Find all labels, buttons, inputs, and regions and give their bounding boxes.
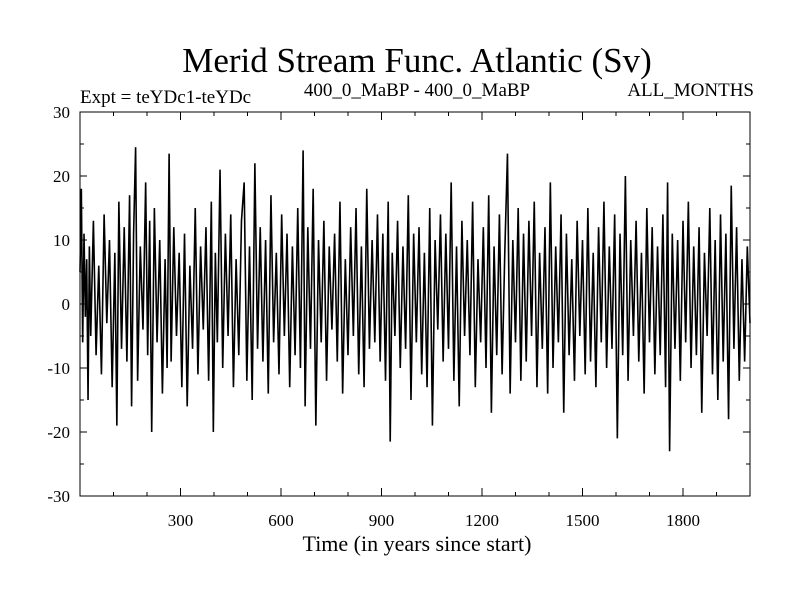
- chart-title: Merid Stream Func. Atlantic (Sv): [182, 41, 652, 80]
- y-tick-label: -30: [47, 487, 70, 506]
- y-tick-label: 10: [53, 231, 70, 250]
- series-line: [79, 147, 751, 452]
- x-tick-label: 1500: [566, 511, 600, 530]
- x-tick-label: 600: [268, 511, 294, 530]
- series-group: [79, 147, 751, 452]
- x-axis: 300 600 900 1200 1500 1800: [113, 112, 717, 530]
- x-tick-label: 900: [369, 511, 395, 530]
- chart-subtitle-right: ALL_MONTHS: [627, 80, 754, 101]
- y-tick-label: -20: [47, 423, 70, 442]
- y-tick-label: 20: [53, 167, 70, 186]
- chart-subtitle-center: 400_0_MaBP - 400_0_MaBP: [304, 80, 530, 101]
- x-tick-label: 300: [168, 511, 194, 530]
- x-axis-label: Time (in years since start): [303, 531, 532, 556]
- x-tick-label: 1200: [465, 511, 499, 530]
- chart-subtitle-left: Expt = teYDc1-teYDc: [80, 87, 251, 108]
- y-tick-label: -10: [47, 359, 70, 378]
- y-tick-label: 0: [62, 295, 71, 314]
- x-tick-label: 1800: [666, 511, 700, 530]
- y-tick-label: 30: [53, 103, 70, 122]
